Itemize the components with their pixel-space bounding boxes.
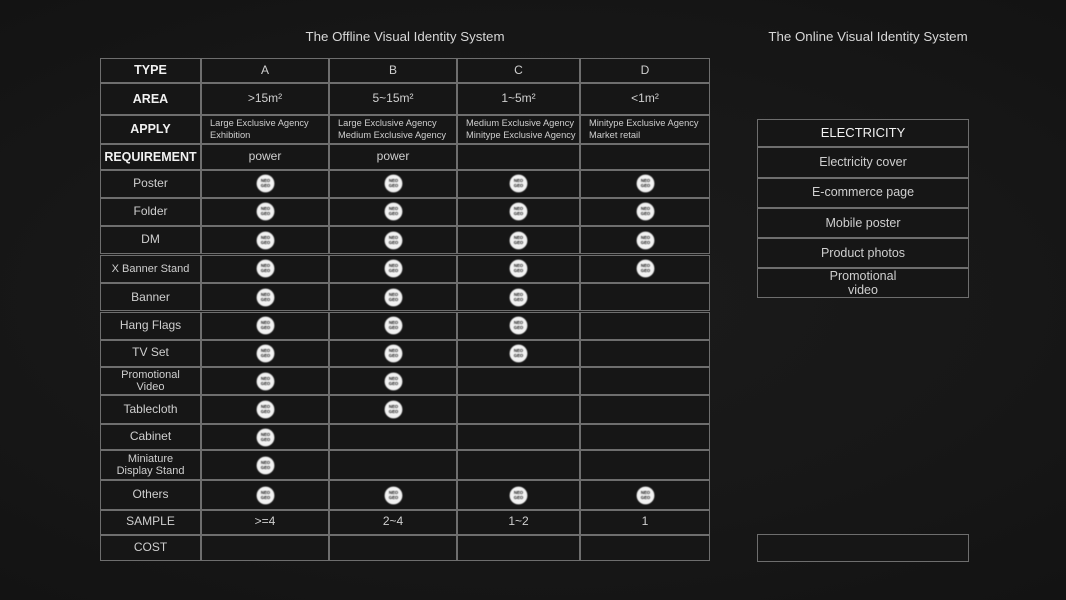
- svg-text:NEO: NEO: [260, 292, 270, 297]
- svg-text:GEO: GEO: [640, 183, 650, 188]
- svg-text:NEO: NEO: [514, 292, 524, 297]
- svg-text:GEO: GEO: [388, 325, 398, 330]
- svg-text:GEO: GEO: [388, 494, 398, 499]
- svg-text:NEO: NEO: [388, 206, 398, 211]
- svg-text:GEO: GEO: [514, 325, 524, 330]
- svg-text:NEO: NEO: [388, 404, 398, 409]
- svg-text:GEO: GEO: [640, 239, 650, 244]
- svg-text:GEO: GEO: [388, 211, 398, 216]
- svg-text:GEO: GEO: [514, 297, 524, 302]
- svg-text:NEO: NEO: [388, 235, 398, 240]
- svg-text:NEO: NEO: [260, 178, 270, 183]
- svg-text:GEO: GEO: [260, 380, 270, 385]
- svg-text:NEO: NEO: [640, 490, 650, 495]
- svg-text:GEO: GEO: [388, 183, 398, 188]
- svg-text:NEO: NEO: [260, 348, 270, 353]
- svg-text:NEO: NEO: [260, 320, 270, 325]
- svg-text:GEO: GEO: [640, 494, 650, 499]
- svg-text:GEO: GEO: [514, 211, 524, 216]
- svg-text:NEO: NEO: [514, 264, 524, 269]
- svg-text:GEO: GEO: [514, 239, 524, 244]
- svg-text:NEO: NEO: [514, 348, 524, 353]
- svg-text:GEO: GEO: [388, 409, 398, 414]
- svg-text:NEO: NEO: [388, 264, 398, 269]
- svg-text:NEO: NEO: [260, 376, 270, 381]
- svg-text:NEO: NEO: [260, 490, 270, 495]
- svg-text:GEO: GEO: [388, 380, 398, 385]
- svg-text:NEO: NEO: [640, 264, 650, 269]
- svg-text:NEO: NEO: [260, 235, 270, 240]
- svg-text:NEO: NEO: [388, 348, 398, 353]
- svg-text:GEO: GEO: [260, 409, 270, 414]
- svg-text:NEO: NEO: [388, 320, 398, 325]
- svg-text:GEO: GEO: [260, 465, 270, 470]
- svg-text:NEO: NEO: [514, 206, 524, 211]
- svg-text:NEO: NEO: [388, 292, 398, 297]
- svg-text:NEO: NEO: [640, 178, 650, 183]
- svg-text:GEO: GEO: [388, 297, 398, 302]
- svg-text:GEO: GEO: [388, 353, 398, 358]
- svg-text:NEO: NEO: [388, 376, 398, 381]
- svg-text:NEO: NEO: [260, 404, 270, 409]
- svg-text:NEO: NEO: [260, 460, 270, 465]
- svg-text:NEO: NEO: [640, 235, 650, 240]
- svg-text:NEO: NEO: [260, 206, 270, 211]
- svg-text:GEO: GEO: [260, 297, 270, 302]
- svg-text:GEO: GEO: [514, 183, 524, 188]
- svg-text:GEO: GEO: [260, 268, 270, 273]
- svg-text:GEO: GEO: [260, 239, 270, 244]
- svg-text:GEO: GEO: [260, 494, 270, 499]
- svg-text:GEO: GEO: [388, 239, 398, 244]
- svg-text:NEO: NEO: [260, 432, 270, 437]
- svg-text:GEO: GEO: [640, 268, 650, 273]
- svg-text:NEO: NEO: [514, 320, 524, 325]
- svg-text:NEO: NEO: [260, 264, 270, 269]
- svg-text:GEO: GEO: [514, 268, 524, 273]
- svg-text:GEO: GEO: [260, 211, 270, 216]
- svg-text:NEO: NEO: [388, 490, 398, 495]
- svg-text:NEO: NEO: [514, 235, 524, 240]
- svg-text:GEO: GEO: [388, 268, 398, 273]
- svg-text:GEO: GEO: [260, 183, 270, 188]
- svg-text:NEO: NEO: [514, 178, 524, 183]
- svg-text:NEO: NEO: [514, 490, 524, 495]
- svg-text:GEO: GEO: [640, 211, 650, 216]
- svg-text:GEO: GEO: [514, 353, 524, 358]
- svg-text:GEO: GEO: [260, 353, 270, 358]
- svg-text:GEO: GEO: [514, 494, 524, 499]
- svg-text:NEO: NEO: [388, 178, 398, 183]
- svg-text:GEO: GEO: [260, 436, 270, 441]
- svg-text:GEO: GEO: [260, 325, 270, 330]
- svg-text:NEO: NEO: [640, 206, 650, 211]
